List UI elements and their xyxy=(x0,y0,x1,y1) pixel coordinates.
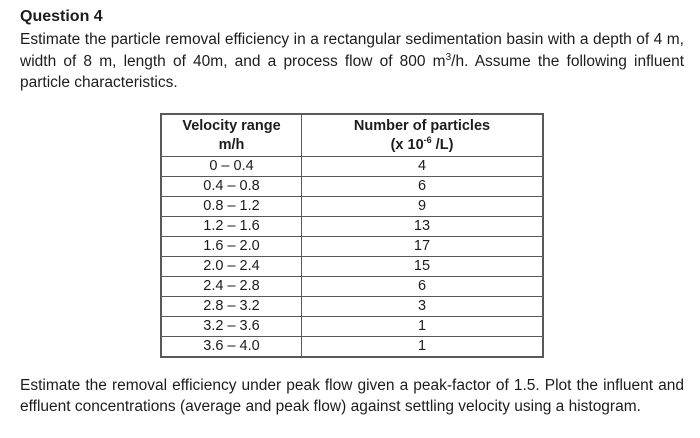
particle-count-cell: 4 xyxy=(301,155,544,177)
velocity-range-cell: 0 – 0.4 xyxy=(160,155,302,177)
intro-text-before-sup: Estimate the particle removal efficiency… xyxy=(20,31,684,70)
velocity-range-cell: 3.2 – 3.6 xyxy=(160,315,302,337)
table-row: 0.4 – 0.8 6 xyxy=(160,175,544,197)
velocity-range-cell: 1.6 – 2.0 xyxy=(160,235,302,257)
table-row: 2.0 – 2.4 15 xyxy=(160,255,544,277)
influent-particle-table: Velocity range m/h Number of particles (… xyxy=(160,112,544,358)
velocity-range-cell: 2.4 – 2.8 xyxy=(160,275,302,297)
table-row: 2.4 – 2.8 6 xyxy=(160,275,544,297)
particle-count-cell: 13 xyxy=(301,215,544,237)
particle-count-cell: 6 xyxy=(301,275,544,297)
intro-text-after-sup: /h. Assume the following influent partic… xyxy=(20,52,685,92)
table-header-row: Velocity range m/h Number of particles (… xyxy=(160,113,544,157)
exponent-superscript: -6 xyxy=(423,134,432,145)
velocity-range-cell: 1.2 – 1.6 xyxy=(160,215,302,237)
velocity-range-cell: 0.8 – 1.2 xyxy=(160,195,302,217)
velocity-range-header: Velocity range m/h xyxy=(160,113,302,157)
velocity-range-cell: 2.0 – 2.4 xyxy=(160,255,302,277)
particles-header-line2: (x 10-6 /L) xyxy=(302,134,542,155)
velocity-range-cell: 2.8 – 3.2 xyxy=(160,295,302,317)
table-body: 0 – 0.4 4 0.4 – 0.8 6 0.8 – 1.2 9 1.2 – … xyxy=(160,155,544,357)
particle-count-cell: 3 xyxy=(301,295,544,317)
table-row: 2.8 – 3.2 3 xyxy=(160,295,544,317)
table-row: 1.2 – 1.6 13 xyxy=(160,215,544,237)
particle-count-cell: 6 xyxy=(301,175,544,197)
particle-count-cell: 9 xyxy=(301,195,544,217)
intro-paragraph: Estimate the particle removal efficiency… xyxy=(20,29,684,94)
table-header: Velocity range m/h Number of particles (… xyxy=(160,113,544,157)
velocity-header-line1: Velocity range xyxy=(182,117,281,134)
table-row: 0 – 0.4 4 xyxy=(160,155,544,177)
particle-count-header: Number of particles (x 10-6 /L) xyxy=(301,113,544,157)
question-title: Question 4 xyxy=(20,8,103,25)
particle-count-cell: 1 xyxy=(301,315,544,337)
particles-header-line1: Number of particles xyxy=(353,117,491,134)
particle-count-cell: 1 xyxy=(301,335,544,357)
table-row: 3.2 – 3.6 1 xyxy=(160,315,544,337)
particles-unit-after-sup: /L) xyxy=(431,136,454,153)
velocity-range-cell: 3.6 – 4.0 xyxy=(160,335,302,357)
table-row: 3.6 – 4.0 1 xyxy=(160,335,544,357)
outro-paragraph: Estimate the removal efficiency under pe… xyxy=(20,376,684,416)
particle-count-cell: 17 xyxy=(301,235,544,257)
velocity-range-cell: 0.4 – 0.8 xyxy=(160,175,302,197)
velocity-header-line2: m/h xyxy=(218,136,245,153)
table-row: 1.6 – 2.0 17 xyxy=(160,235,544,257)
table-row: 0.8 – 1.2 9 xyxy=(160,195,544,217)
particles-unit-before-sup: (x 10 xyxy=(390,136,424,153)
particle-count-cell: 15 xyxy=(301,255,544,277)
cubic-meter-superscript: 3 xyxy=(445,51,452,63)
